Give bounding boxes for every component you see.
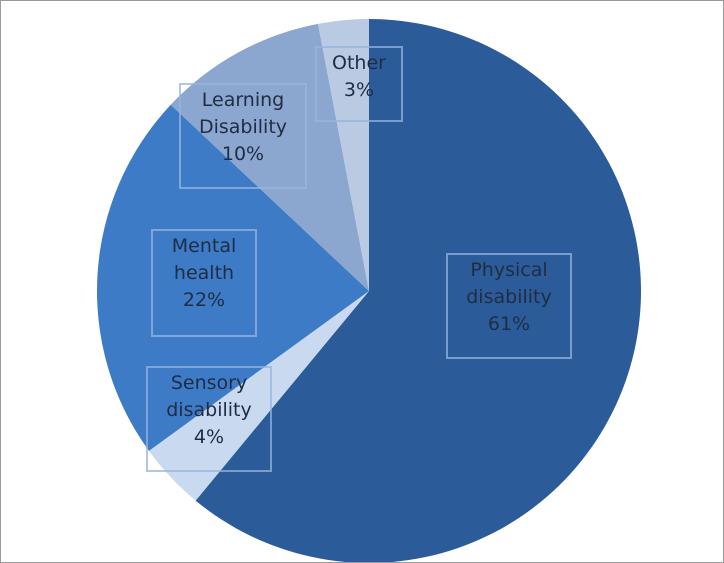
slice-label: Physical disability 61% (446, 253, 572, 359)
value-label: 10% (221, 143, 265, 165)
category-name: Mental health (171, 235, 237, 284)
pie-slice (195, 19, 641, 562)
slice-label: Mental health 22% (151, 229, 257, 337)
pie-slice (148, 291, 369, 501)
category-name: Sensory disability (166, 372, 252, 421)
pie-slice (318, 19, 369, 291)
value-label: 4% (193, 426, 225, 448)
slice-label: Other 3% (315, 46, 403, 122)
pie-slice (96, 104, 369, 451)
slice-label: Learning Disability 10% (179, 83, 307, 189)
value-label: 22% (182, 289, 226, 311)
value-label: 3% (343, 79, 375, 101)
pie-slice (170, 23, 369, 291)
category-name: Physical disability (466, 259, 552, 308)
category-name: Other (332, 52, 386, 74)
category-name: Learning Disability (198, 89, 288, 138)
value-label: 61% (487, 313, 531, 335)
slice-label: Sensory disability 4% (146, 366, 272, 472)
